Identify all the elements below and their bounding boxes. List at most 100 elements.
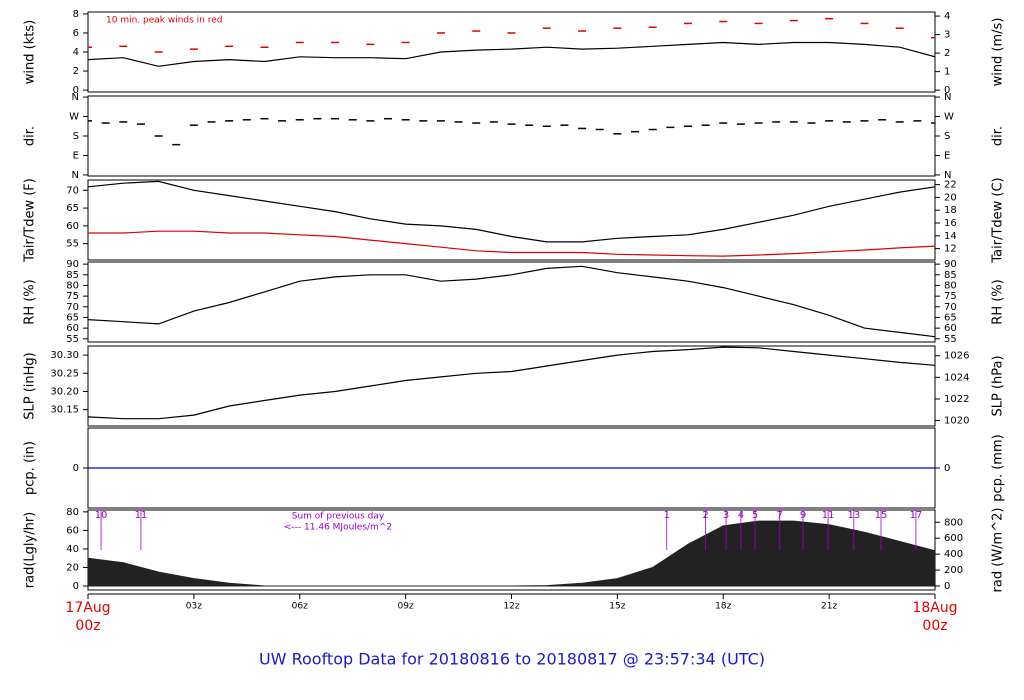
y2-tick-label: 1026 — [944, 351, 969, 362]
area — [88, 520, 935, 587]
sun-marker-label: 15 — [875, 510, 888, 521]
y2-tick-label: 1 — [944, 67, 950, 78]
x-tick-label: 09z — [398, 602, 414, 612]
panel-frame — [87, 95, 936, 177]
sun-marker-label: 17 — [910, 510, 923, 521]
y-tick-label: 80 — [66, 507, 79, 518]
y-axis-label: SLP (inHg) — [23, 352, 38, 420]
sun-marker-label: 9 — [800, 510, 806, 521]
y2-tick-label: 0 — [944, 463, 950, 474]
y2-tick-label: 22 — [944, 180, 957, 191]
y-tick-label: 6 — [73, 28, 79, 39]
y-axis-label: Tair/Tdew (F) — [23, 178, 38, 263]
line — [88, 265, 935, 338]
y-axis-label: dir. — [23, 126, 38, 146]
y2-tick-label: 200 — [944, 565, 963, 576]
plot-area — [88, 117, 935, 146]
y-tick-label: S — [73, 131, 79, 142]
panel-frame — [87, 509, 936, 591]
line — [88, 230, 935, 257]
y-tick-label: 60 — [66, 323, 79, 334]
y2-axis-label: Tair/Tdew (C) — [991, 177, 1006, 263]
y-axis-label: rad(Lgly/hr) — [23, 512, 38, 588]
panel-frame — [87, 179, 936, 261]
y-tick-label: W — [69, 112, 79, 123]
y2-tick-label: 18 — [944, 205, 957, 216]
y2-tick-label: 400 — [944, 549, 963, 560]
y-tick-label: N — [72, 92, 79, 103]
sun-marker-label: 11 — [135, 510, 148, 521]
y-tick-label: 20 — [66, 562, 79, 573]
y-tick-label: 70 — [66, 302, 79, 313]
plot-area — [88, 346, 935, 420]
y-tick-label: 55 — [66, 334, 79, 345]
y-tick-label: 4 — [73, 47, 79, 58]
y2-tick-label: 12 — [944, 244, 957, 255]
y2-tick-label: 55 — [944, 334, 957, 345]
y-axis-label: pcp. (in) — [23, 441, 38, 495]
x-tick-sublabel: 00z — [75, 618, 100, 634]
y-tick-label: 2 — [73, 66, 79, 77]
x-tick-sublabel: 00z — [922, 618, 947, 634]
line — [88, 41, 935, 67]
annotation: Sum of previous day — [292, 512, 385, 522]
y2-axis-label: wind (m/s) — [991, 18, 1006, 87]
y2-tick-label: 800 — [944, 517, 963, 528]
y2-tick-label: 90 — [944, 259, 957, 270]
y-tick-label: 30.20 — [50, 386, 79, 397]
y2-axis-label: rad (W/m^2) — [991, 508, 1006, 593]
panel-frame — [87, 261, 936, 343]
y2-tick-label: 16 — [944, 218, 957, 229]
y2-axis-label: SLP (hPa) — [991, 355, 1006, 416]
y-tick-label: 0 — [73, 463, 79, 474]
sun-marker-label: 7 — [777, 510, 783, 521]
y2-axis-label: RH (%) — [991, 279, 1006, 324]
x-tick-label: 21z — [821, 602, 837, 612]
y2-tick-label: 60 — [944, 323, 957, 334]
y-tick-label: 85 — [66, 270, 79, 281]
plot-area — [88, 17, 935, 67]
y-tick-label: 60 — [66, 221, 79, 232]
annotation: 10 min. peak winds in red — [106, 16, 223, 26]
panel-frame — [87, 345, 936, 427]
x-tick-label: 15z — [609, 602, 625, 612]
y-tick-label: 80 — [66, 280, 79, 291]
y2-tick-label: 600 — [944, 533, 963, 544]
y-tick-label: 75 — [66, 291, 79, 302]
sun-marker-label: 1 — [664, 510, 670, 521]
y2-tick-label: N — [944, 92, 951, 103]
y-tick-label: N — [72, 170, 79, 181]
y2-tick-label: 70 — [944, 302, 957, 313]
y2-tick-label: 3 — [944, 30, 950, 41]
y2-tick-label: 4 — [944, 11, 950, 22]
chart-title: UW Rooftop Data for 20180816 to 20180817… — [259, 650, 765, 669]
y2-axis-label: dir. — [991, 126, 1006, 146]
y-tick-label: 55 — [66, 239, 79, 250]
sun-marker-label: 10 — [95, 510, 108, 521]
y2-tick-label: 1024 — [944, 372, 969, 383]
y2-tick-label: N — [944, 170, 951, 181]
x-tick-label: 12z — [503, 602, 519, 612]
y2-tick-label: 2 — [944, 48, 950, 59]
plot-area — [88, 180, 935, 257]
y2-tick-label: 1020 — [944, 416, 969, 427]
y-tick-label: 70 — [66, 185, 79, 196]
x-tick-label: 18Aug — [912, 600, 957, 616]
y-tick-label: 30.30 — [50, 350, 79, 361]
y2-tick-label: E — [944, 150, 950, 161]
y2-tick-label: 20 — [944, 192, 957, 203]
y2-tick-label: S — [944, 131, 950, 142]
sun-marker-label: 4 — [738, 510, 744, 521]
annotation: <--- 11.46 MJoules/m^2 — [284, 523, 392, 533]
y2-tick-label: 80 — [944, 280, 957, 291]
y-tick-label: 65 — [66, 312, 79, 323]
y-axis-label: wind (kts) — [23, 20, 38, 84]
y-axis-label: RH (%) — [23, 279, 38, 324]
y-tick-label: 40 — [66, 544, 79, 555]
y2-tick-label: W — [944, 112, 954, 123]
x-tick-label: 06z — [292, 602, 308, 612]
plot-area — [88, 520, 935, 587]
y-tick-label: 0 — [73, 85, 79, 96]
y2-tick-label: 75 — [944, 291, 957, 302]
